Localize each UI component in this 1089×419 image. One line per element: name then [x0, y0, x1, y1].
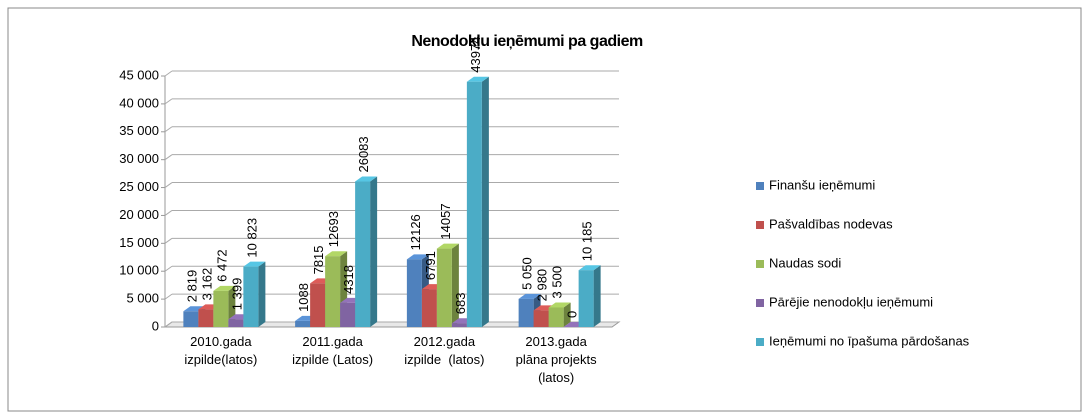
legend-swatch — [756, 182, 764, 190]
bar — [406, 259, 422, 327]
grid-line — [164, 154, 173, 161]
grid-line — [164, 70, 173, 77]
y-tick-label: 30 000 — [119, 151, 159, 166]
legend-label: Finanšu ieņēmumi — [769, 177, 875, 192]
legend-label: Pārējie nenodokļu ieņēmumi — [769, 294, 933, 309]
bar-top — [355, 176, 378, 182]
legend-label: Ieņēmumi no īpašuma pārdošanas — [769, 333, 970, 348]
data-label: 4318 — [341, 265, 356, 294]
x-tick-label: 2013.gada plāna projekts (latos) — [515, 334, 597, 385]
bar — [325, 256, 341, 327]
bar-top — [406, 254, 429, 260]
x-tick-label: 2011.gada izpilde (Latos) — [292, 334, 374, 367]
data-label: 1 399 — [229, 278, 244, 311]
legend-label: Pašvaldības nodevas — [769, 216, 893, 231]
y-tick-label: 25 000 — [119, 179, 159, 194]
data-label: 683 — [453, 292, 468, 314]
bar — [355, 181, 371, 327]
data-label: 14057 — [438, 203, 453, 239]
bar — [518, 298, 534, 327]
bar — [228, 319, 244, 327]
bar — [466, 81, 482, 327]
data-label: 10 823 — [244, 218, 259, 258]
bar — [578, 270, 594, 327]
bar-top — [518, 293, 541, 299]
grid-line — [164, 126, 173, 133]
grid-line — [164, 293, 173, 300]
data-label: 2 819 — [184, 270, 199, 303]
bar-top — [466, 76, 489, 82]
legend-swatch — [756, 260, 764, 268]
bar — [533, 310, 549, 327]
data-label: 12693 — [326, 211, 341, 247]
bar-top — [578, 265, 601, 271]
data-label: 12126 — [408, 214, 423, 250]
bar — [421, 289, 437, 327]
chart-border — [7, 7, 1082, 412]
bar — [183, 311, 199, 327]
grid-line — [164, 182, 173, 188]
x-tick-label: 2012.gada izpilde (latos) — [404, 334, 485, 367]
grid-line — [164, 98, 173, 105]
bar — [436, 248, 452, 327]
bar-top — [548, 302, 571, 308]
y-tick-label: 5 000 — [126, 291, 159, 306]
bar — [451, 323, 467, 327]
bar — [198, 309, 214, 327]
data-label: 6 472 — [214, 249, 229, 282]
data-label: 5 050 — [520, 257, 535, 290]
bar-top — [213, 285, 236, 291]
bar — [548, 307, 564, 327]
data-label: 6791 — [423, 251, 438, 280]
legend-swatch — [756, 221, 764, 229]
y-tick-label: 0 — [152, 318, 159, 333]
bar-top — [436, 243, 459, 249]
bar-top — [243, 261, 266, 267]
bar-top — [325, 251, 348, 257]
bar-side — [593, 265, 601, 327]
y-tick-label: 10 000 — [119, 263, 159, 278]
grid-line — [164, 321, 173, 328]
legend-swatch — [756, 299, 764, 307]
y-tick-label: 35 000 — [119, 123, 159, 138]
bar — [295, 320, 311, 327]
data-label: 0 — [565, 311, 580, 318]
y-tick-label: 15 000 — [119, 235, 159, 250]
bar — [310, 283, 326, 327]
grid-line — [164, 237, 173, 244]
grid-line — [164, 210, 173, 216]
data-label: 10 185 — [580, 221, 595, 261]
legend-swatch — [756, 338, 764, 346]
x-tick-label: 2010.gada izpilde(latos) — [184, 334, 258, 367]
y-tick-label: 40 000 — [119, 95, 159, 110]
bar-side — [370, 176, 378, 327]
legend-label: Naudas sodi — [769, 255, 841, 270]
bar — [340, 302, 356, 327]
bar — [213, 290, 229, 327]
data-label: 43974 — [468, 37, 483, 73]
data-label: 3 162 — [199, 268, 214, 301]
bar — [243, 266, 259, 327]
data-label: 1088 — [296, 283, 311, 312]
grid-line — [164, 265, 173, 272]
y-tick-label: 45 000 — [119, 67, 159, 82]
bar-side — [481, 76, 489, 327]
bar-side — [258, 261, 266, 327]
data-label: 26083 — [356, 136, 371, 172]
bar-side — [451, 243, 459, 327]
y-tick-label: 20 000 — [119, 207, 159, 222]
data-label: 2 980 — [535, 269, 550, 302]
bar-side — [563, 302, 571, 327]
chart-title: Nenodokļu ieņēmumi pa gadiem — [411, 33, 643, 50]
data-label: 7815 — [311, 245, 326, 274]
data-label: 3 500 — [550, 266, 565, 299]
